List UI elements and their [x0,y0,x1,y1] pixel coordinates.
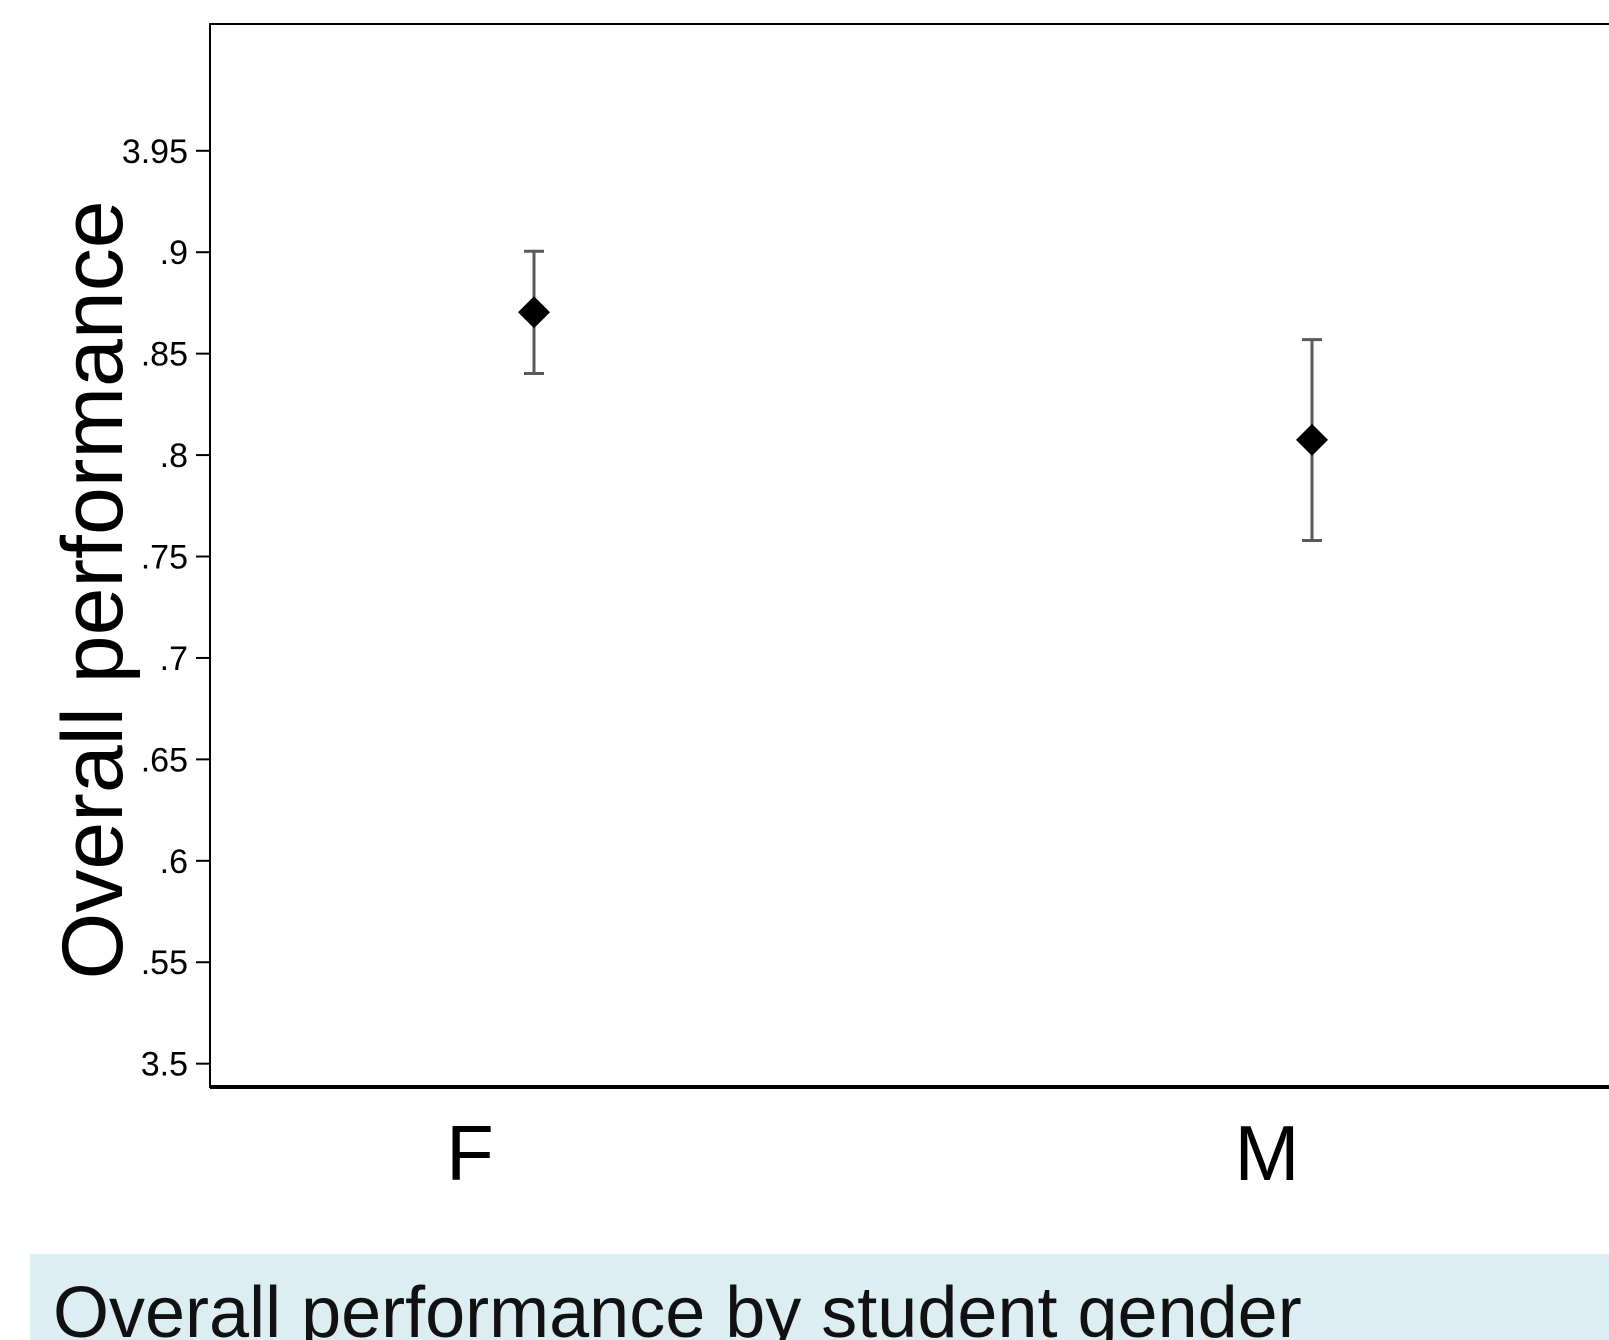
y-tick-label: 3.5 [141,1046,188,1084]
y-tick-label: .85 [141,336,188,374]
caption-bar: Overall performance by student gender [30,1254,1609,1340]
x-category-label: M [1235,1109,1300,1197]
y-tick-label: 3.95 [122,133,188,171]
y-tick-label: .65 [141,741,188,779]
mean-marker-f [518,296,550,329]
plot-frame [209,23,1609,1088]
y-axis-title: Overall performance [45,200,141,979]
y-tick-label: .7 [160,640,188,678]
figure-caption: Overall performance by student gender [53,1273,1302,1340]
y-tick-label: .9 [160,234,188,272]
x-category-label: F [446,1109,494,1197]
y-tick-label: .8 [160,437,188,475]
y-tick-label: .75 [141,539,188,577]
y-tick-label: .55 [141,944,188,982]
plot-marks [518,249,1328,542]
y-tick-label: .6 [160,843,188,881]
y-axis: 3.5 .55 .6 .65 .7 .75 .8 .85 .9 3.95 [122,133,210,1084]
mean-marker-m [1296,423,1328,456]
